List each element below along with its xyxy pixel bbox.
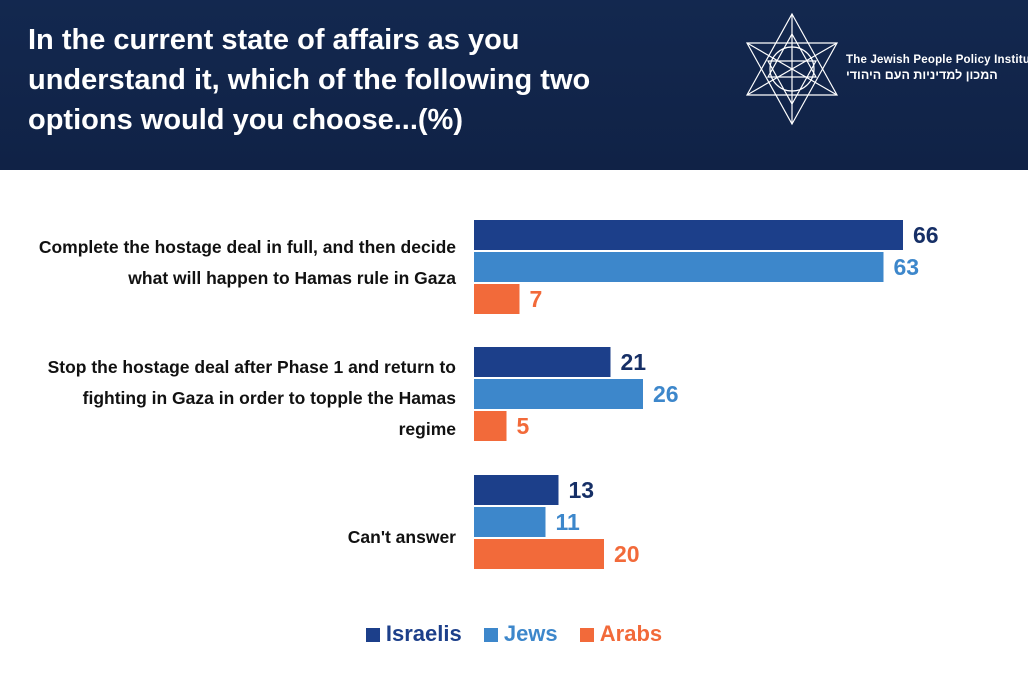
bar-jews-cat3 [474,507,546,537]
data-label-israelis-cat2: 21 [621,349,647,375]
category-label-cant-answer: Can't answer [347,527,456,547]
category-label-stop-deal: Stop the hostage deal after Phase 1 and … [47,357,456,439]
legend-swatch-israelis [365,628,380,642]
data-label-arabs-cat3: 20 [614,541,640,567]
bar-jews-cat2 [474,379,643,409]
legend-item-jews: Jews [483,621,558,647]
data-label-arabs-cat1: 7 [530,286,543,312]
data-label-jews-cat2: 26 [653,381,679,407]
header-banner: In the current state of affairs as you u… [0,0,1028,170]
bar-israelis-cat2 [474,347,611,377]
chart-area: Complete the hostage deal in full, and t… [0,170,1028,674]
data-label-israelis-cat3: 13 [569,477,595,503]
bar-arabs-cat3 [474,539,604,569]
legend-label-arabs: Arabs [599,621,663,646]
data-label-arabs-cat2: 5 [517,413,530,439]
legend: Israelis Jews Arabs [0,621,1028,647]
legend-label-jews: Jews [503,621,558,646]
org-name-hebrew: המכון למדיניות העם היהודי [846,68,998,82]
bar-israelis-cat1 [474,220,903,250]
bar-israelis-cat3 [474,475,559,505]
data-label-jews-cat3: 11 [556,509,581,535]
legend-item-arabs: Arabs [579,621,663,647]
legend-label-israelis: Israelis [385,621,462,646]
data-label-israelis-cat1: 66 [913,222,939,248]
chart-title: In the current state of affairs as you u… [28,24,591,136]
category-label-complete-deal: Complete the hostage deal in full, and t… [38,237,456,288]
legend-swatch-jews [483,628,498,642]
bar-arabs-cat1 [474,284,520,314]
org-name-english: The Jewish People Policy Institute [846,54,1028,66]
data-label-jews-cat1: 63 [894,254,920,280]
star-of-david-logo [745,12,839,126]
bar-arabs-cat2 [474,411,507,441]
legend-item-israelis: Israelis [365,621,462,647]
legend-swatch-arabs [579,628,594,642]
bar-jews-cat1 [474,252,884,282]
